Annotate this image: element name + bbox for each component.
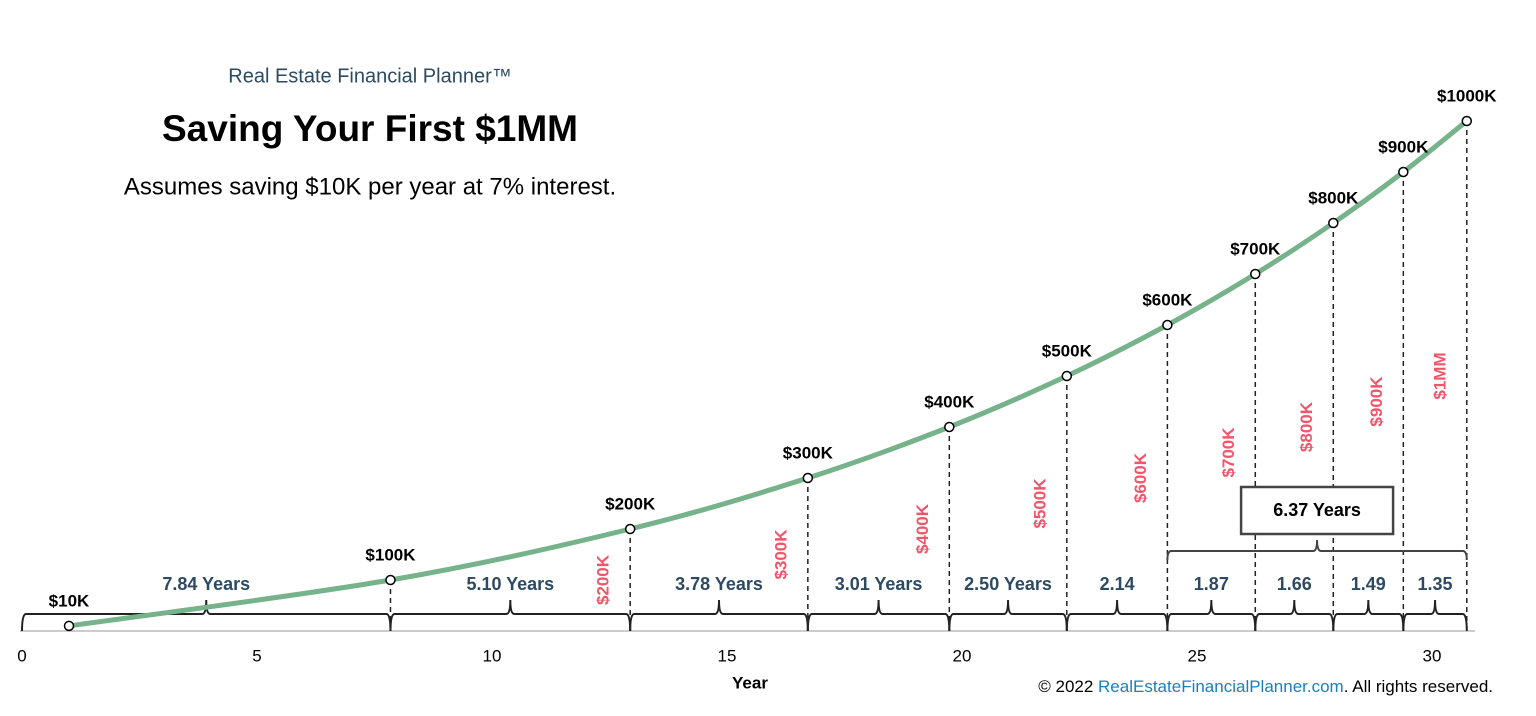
point-label: $100K (365, 545, 416, 564)
point-label: $200K (605, 494, 656, 513)
x-tick-label: 20 (953, 646, 972, 665)
x-tick-label: 15 (718, 646, 737, 665)
point-label: $700K (1230, 239, 1281, 258)
point (1061, 370, 1073, 382)
span-brace (629, 599, 809, 632)
footer-text: . All rights reserved. (1344, 677, 1493, 696)
point (1398, 166, 1409, 178)
span-label: 1.66 (1277, 574, 1312, 594)
milestone-label: $700K (1219, 427, 1238, 478)
span-brace (1166, 599, 1257, 632)
span-brace (21, 599, 392, 632)
span-label: 2.50 Years (964, 574, 1052, 594)
span-brace (1065, 599, 1169, 632)
point (63, 620, 75, 632)
point-label: $500K (1042, 341, 1093, 360)
chart-subtitle: Assumes saving $10K per year at 7% inter… (124, 173, 616, 200)
point (1328, 217, 1339, 229)
callout-label: 6.37 Years (1273, 500, 1361, 520)
span-label: 7.84 Years (162, 574, 250, 594)
span-brace (1254, 599, 1335, 632)
span-label: 3.01 Years (835, 574, 923, 594)
callout-box (1239, 485, 1395, 536)
span-label: 3.78 Years (675, 574, 763, 594)
footer-link[interactable]: RealEstateFinancialPlanner.com (1098, 677, 1344, 696)
x-tick-label: 30 (1423, 646, 1442, 665)
span-brace (1332, 599, 1405, 632)
milestone-label: $900K (1367, 376, 1386, 427)
span-brace (1402, 599, 1468, 632)
point (385, 574, 396, 586)
point (1461, 115, 1473, 127)
footer-text: © 2022 (1038, 677, 1098, 696)
milestone-label: $200K (594, 554, 613, 605)
span-label: 1.35 (1418, 574, 1453, 594)
span-label: 1.49 (1351, 574, 1386, 594)
point-label: $1000K (1437, 86, 1497, 105)
span-brace (948, 599, 1068, 632)
point-label: $600K (1142, 290, 1193, 309)
milestone-label: $600K (1131, 452, 1150, 503)
span-label: 5.10 Years (466, 574, 554, 594)
brand: Real Estate Financial Planner™ (228, 65, 511, 87)
span-label: 2.14 (1100, 574, 1135, 594)
milestone-label: $300K (771, 529, 790, 580)
point (802, 472, 814, 484)
point-label: $900K (1378, 137, 1429, 156)
x-tick-label: 25 (1188, 646, 1207, 665)
milestone-label: $400K (913, 503, 932, 554)
point (1250, 268, 1261, 280)
point-label: $800K (1308, 188, 1359, 207)
span-brace (389, 599, 632, 632)
point-label: $300K (783, 443, 834, 462)
point (624, 523, 636, 535)
footer: © 2022 RealEstateFinancialPlanner.com. A… (1038, 677, 1493, 696)
span-label: 1.87 (1194, 574, 1229, 594)
point (1162, 319, 1173, 331)
callout-brace (1166, 539, 1468, 561)
milestone-label: $1MM (1430, 352, 1449, 399)
x-axis-label: Year (732, 673, 768, 692)
point-label: $10K (49, 591, 90, 610)
milestone-label: $500K (1030, 478, 1049, 529)
milestone-label: $800K (1297, 401, 1316, 452)
chart-title: Saving Your First $1MM (162, 108, 578, 149)
x-tick-label: 5 (252, 646, 261, 665)
point-label: $400K (924, 392, 975, 411)
x-tick-label: 10 (483, 646, 502, 665)
x-tick-label: 0 (17, 646, 26, 665)
span-brace (806, 599, 951, 632)
point (944, 421, 955, 433)
